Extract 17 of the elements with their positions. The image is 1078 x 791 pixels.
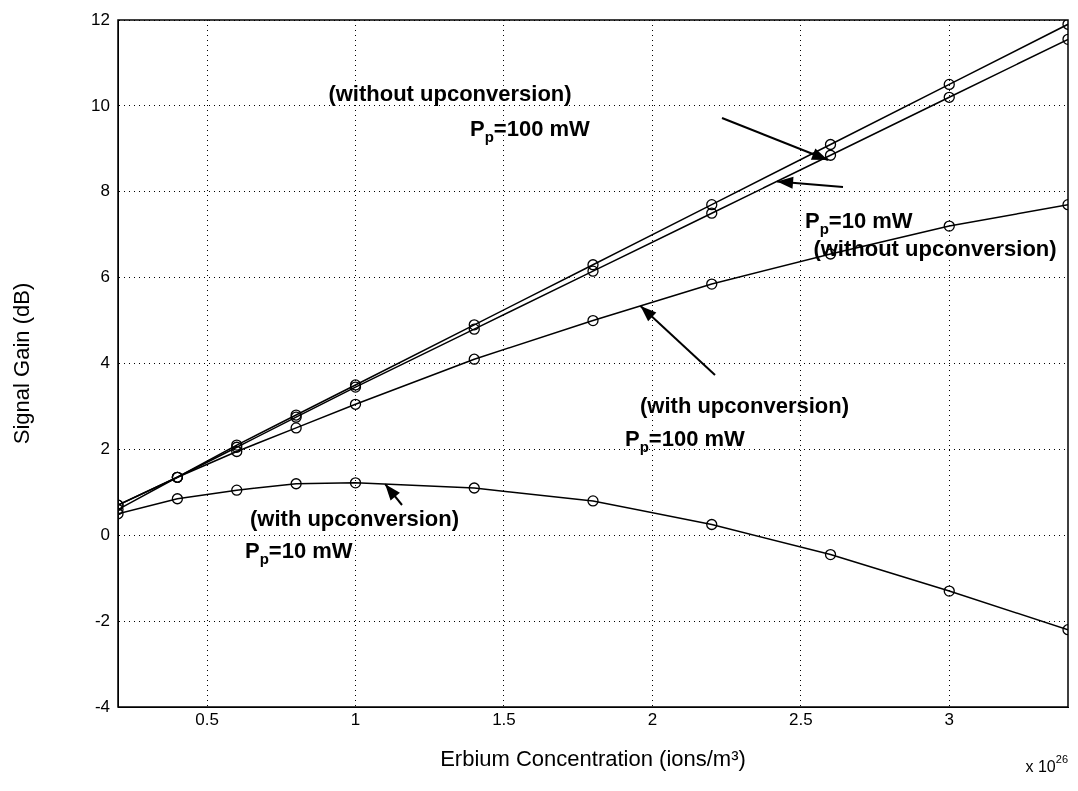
y-tick-label: -4 (94, 696, 110, 716)
y-tick-label: 4 (100, 353, 110, 373)
y-tick-label: 6 (100, 267, 110, 287)
y-tick-label: 2 (100, 439, 110, 459)
x-tick-label: 3 (944, 709, 954, 729)
x-tick-label: 2 (647, 709, 658, 729)
y-tick-label: 12 (91, 9, 110, 29)
x-tick-label: 0.5 (195, 709, 219, 729)
y-axis-title: Signal Gain (dB) (9, 282, 35, 445)
y-tick-label: 0 (100, 524, 110, 544)
x-tick-label: 1.5 (492, 709, 516, 729)
x-tick-label: 2.5 (788, 709, 813, 729)
x-axis-title: Erbium Concentration (ions/m³) (440, 745, 746, 771)
y-tick-label: 10 (91, 95, 110, 115)
y-tick-label: 8 (100, 181, 110, 201)
y-tick-label: -2 (94, 610, 110, 630)
x-tick-label: 1 (350, 709, 361, 729)
